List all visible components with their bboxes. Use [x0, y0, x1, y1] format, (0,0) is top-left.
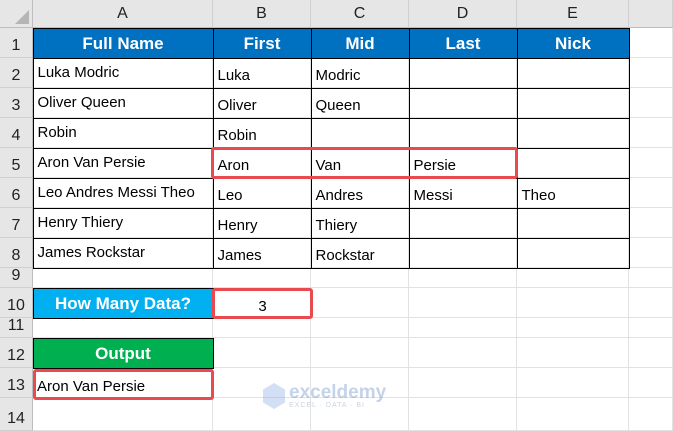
row-header-11[interactable]: 11 [0, 317, 33, 338]
table-cell[interactable] [310, 117, 410, 149]
table-cell[interactable]: Robin [212, 117, 312, 149]
table-cell[interactable] [516, 147, 630, 179]
gridline [33, 397, 673, 398]
output-value-cell[interactable]: Aron Van Persie [37, 378, 146, 395]
table-cell[interactable] [408, 237, 518, 269]
gridline [33, 317, 673, 318]
column-header-a[interactable]: A [33, 0, 213, 28]
table-header-cell[interactable]: Nick [516, 27, 630, 59]
row-header-8[interactable]: 8 [0, 238, 33, 268]
row-header-5[interactable]: 5 [0, 148, 33, 178]
highlight-input-value [212, 288, 313, 319]
table-cell[interactable]: Henry [212, 207, 312, 239]
table-cell[interactable]: Aron Van Persie [32, 147, 214, 179]
table-header-cell[interactable]: Full Name [32, 27, 214, 59]
table-cell[interactable] [516, 237, 630, 269]
table-header-cell[interactable]: Mid [310, 27, 410, 59]
highlight-output-value [33, 369, 214, 400]
gridline [33, 367, 673, 368]
input-value-cell[interactable]: 3 [258, 298, 267, 315]
watermark-logo: exceldemy EXCEL · DATA · BI [263, 383, 386, 409]
select-all-triangle-icon [15, 10, 29, 24]
select-all-corner[interactable] [0, 0, 33, 28]
table-cell[interactable] [408, 87, 518, 119]
table-cell[interactable]: Andres [310, 177, 410, 209]
row-header-1[interactable]: 1 [0, 28, 33, 58]
table-cell[interactable] [408, 117, 518, 149]
table-cell[interactable]: Queen [310, 87, 410, 119]
gridline [33, 287, 673, 288]
table-cell[interactable] [408, 207, 518, 239]
column-header-e[interactable]: E [517, 0, 629, 28]
table-cell[interactable]: Rockstar [310, 237, 410, 269]
row-header-9[interactable]: 9 [0, 267, 33, 288]
table-cell[interactable]: Leo [212, 177, 312, 209]
table-cell[interactable]: James Rockstar [32, 237, 214, 269]
table-cell[interactable]: Modric [310, 57, 410, 89]
row-header-10[interactable]: 10 [0, 288, 33, 318]
table-header-cell[interactable]: First [212, 27, 312, 59]
row-header-14[interactable]: 14 [0, 398, 33, 431]
output-label[interactable]: Output [32, 337, 214, 369]
table-cell[interactable] [516, 117, 630, 149]
table-cell[interactable] [516, 87, 630, 119]
table-cell[interactable] [408, 57, 518, 89]
table-cell[interactable]: Henry Thiery [32, 207, 214, 239]
table-cell[interactable]: Leo Andres Messi Theo [32, 177, 214, 209]
row-header-3[interactable]: 3 [0, 88, 33, 118]
table-cell[interactable]: Luka [212, 57, 312, 89]
row-header-2[interactable]: 2 [0, 58, 33, 88]
table-cell[interactable]: Robin [32, 117, 214, 149]
table-cell[interactable]: Messi [408, 177, 518, 209]
table-cell[interactable] [516, 57, 630, 89]
column-header-f[interactable] [629, 0, 673, 28]
row-header-6[interactable]: 6 [0, 178, 33, 208]
highlight-row-5 [211, 147, 518, 179]
column-header-b[interactable]: B [213, 0, 311, 28]
row-header-7[interactable]: 7 [0, 208, 33, 238]
column-header-d[interactable]: D [409, 0, 517, 28]
input-label[interactable]: How Many Data? [32, 287, 214, 319]
table-cell[interactable]: Luka Modric [32, 57, 214, 89]
table-cell[interactable] [516, 207, 630, 239]
table-header-cell[interactable]: Last [408, 27, 518, 59]
row-header-4[interactable]: 4 [0, 118, 33, 148]
table-cell[interactable]: Oliver [212, 87, 312, 119]
table-cell[interactable]: James [212, 237, 312, 269]
table-cell[interactable]: Theo [516, 177, 630, 209]
table-cell[interactable]: Thiery [310, 207, 410, 239]
row-header-12[interactable]: 12 [0, 338, 33, 368]
row-header-13[interactable]: 13 [0, 368, 33, 398]
column-header-c[interactable]: C [311, 0, 409, 28]
gridline [33, 337, 673, 338]
table-cell[interactable]: Oliver Queen [32, 87, 214, 119]
